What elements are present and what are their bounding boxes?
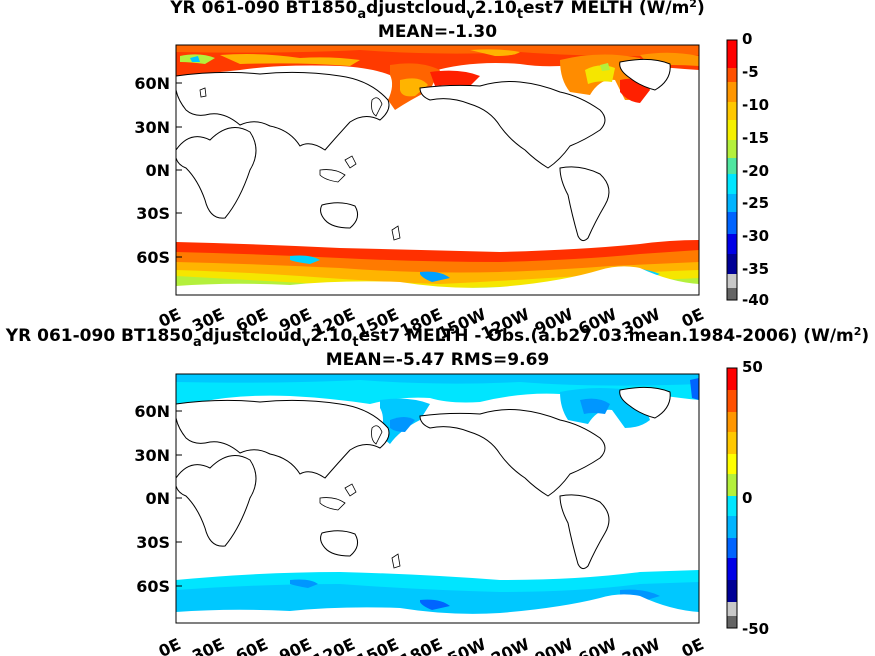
panel2-map: [175, 373, 700, 624]
lat-label: 60S: [136, 577, 170, 596]
colorbar-tick: 0: [742, 489, 752, 507]
lat-label: 0N: [145, 489, 170, 508]
lon-label: 180E: [397, 634, 445, 656]
panel2-colorbar: [726, 367, 738, 629]
colorbar-tick: -10: [742, 96, 769, 114]
colorbar-tick: -20: [742, 162, 769, 180]
lon-label: 30E: [189, 304, 227, 335]
panel1-title: YR 061-090 BT1850adjustcloudv2.10test7 M…: [170, 0, 705, 22]
panel1-colorbar: [726, 39, 738, 301]
lon-label: 0E: [156, 634, 184, 656]
panel1-map: [175, 44, 700, 296]
lon-label: 0E: [679, 304, 707, 331]
lon-label: 90E: [276, 304, 314, 335]
lon-label: 60E: [233, 634, 271, 656]
lat-label: 30N: [134, 446, 170, 465]
lon-label: 30W: [619, 634, 664, 656]
lat-label: 30N: [134, 118, 170, 137]
colorbar-tick: -30: [742, 227, 769, 245]
lon-label: 30E: [189, 634, 227, 656]
lon-label: 120W: [478, 634, 533, 656]
lon-label: 120E: [310, 634, 358, 656]
lon-label: 60E: [233, 304, 271, 335]
colorbar-tick: -40: [742, 291, 769, 309]
lon-label: 60W: [575, 304, 620, 338]
lon-label: 120W: [478, 304, 533, 343]
colorbar-tick: -15: [742, 129, 769, 147]
lon-label: 120E: [310, 304, 358, 340]
lon-label: 90W: [532, 634, 577, 656]
lon-label: 90W: [532, 304, 577, 338]
colorbar-tick: 50: [742, 358, 763, 376]
panel2-title: YR 061-090 BT1850adjustcloudv2.10test7 M…: [5, 325, 870, 350]
colorbar-tick: 0: [742, 30, 752, 48]
lon-label: 60W: [575, 634, 620, 656]
lat-label: 0N: [145, 161, 170, 180]
lon-label: 0E: [156, 304, 184, 331]
lat-label: 60S: [136, 248, 170, 267]
lat-label: 30S: [136, 204, 170, 223]
lat-label: 60N: [134, 74, 170, 93]
lat-label: 30S: [136, 533, 170, 552]
colorbar-tick: -25: [742, 194, 769, 212]
lat-label: 60N: [134, 402, 170, 421]
lon-label: 150W: [434, 634, 489, 656]
colorbar-tick: -5: [742, 63, 759, 81]
colorbar-tick: -35: [742, 260, 769, 278]
colorbar-tick: -50: [742, 620, 769, 638]
panel1-mean: MEAN=-1.30: [377, 22, 498, 42]
lon-label: 150E: [353, 634, 401, 656]
lon-label: 150E: [353, 304, 401, 340]
lon-label: 0E: [679, 634, 707, 656]
lon-label: 30W: [619, 304, 664, 338]
panel2-mean: MEAN=-5.47 RMS=9.69: [325, 350, 550, 370]
